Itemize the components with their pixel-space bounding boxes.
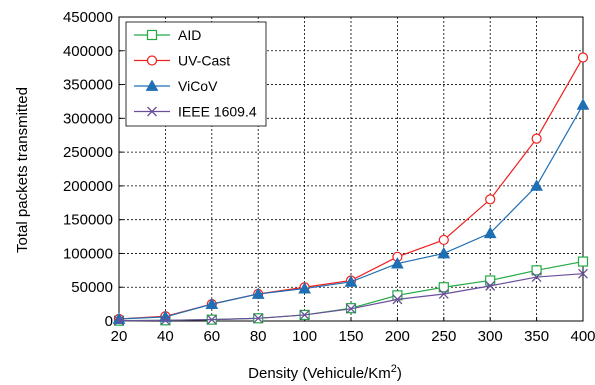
y-tick-label: 100000 bbox=[63, 245, 113, 262]
data-point-ieee-1609-4 bbox=[114, 315, 124, 326]
data-point-vicov bbox=[344, 275, 358, 287]
data-point-ieee-1609-4 bbox=[253, 313, 264, 324]
data-point-ieee-1609-4 bbox=[578, 268, 588, 279]
data-point-ieee-1609-4 bbox=[346, 303, 356, 314]
data-point-aid bbox=[438, 282, 449, 293]
data-point-vicov bbox=[298, 282, 311, 294]
x-tick-label: 80 bbox=[250, 328, 267, 345]
data-point-ieee-1609-4 bbox=[531, 272, 542, 283]
data-point-aid bbox=[577, 256, 589, 267]
legend-entry-uv-cast: UV-Cast bbox=[134, 53, 230, 69]
data-point-ieee-1609-4 bbox=[392, 294, 403, 305]
x-tick-label: 60 bbox=[203, 328, 220, 345]
data-point-vicov bbox=[437, 246, 451, 259]
y-tick-label: 200000 bbox=[63, 178, 113, 195]
x-tick-label: 20 bbox=[111, 328, 128, 345]
data-point-vicov bbox=[159, 310, 172, 322]
legend-entry-vicov: ViCoV bbox=[134, 78, 218, 94]
data-point-vicov bbox=[391, 257, 404, 269]
x-tick-label: 350 bbox=[524, 328, 549, 345]
legend-entry-ieee-1609-4: IEEE 1609.4 bbox=[134, 104, 257, 120]
x-tick-label: 400 bbox=[570, 328, 595, 345]
legend-swatch-marker bbox=[145, 79, 159, 91]
series-lines bbox=[112, 52, 590, 326]
legend-swatch-marker bbox=[147, 106, 157, 117]
data-point-vicov bbox=[251, 287, 265, 299]
x-tick-label: 150 bbox=[338, 328, 363, 345]
data-point-ieee-1609-4 bbox=[438, 289, 449, 299]
y-tick-label: 150000 bbox=[63, 212, 113, 229]
legend-entry-aid: AID bbox=[134, 27, 201, 43]
x-tick-label: 300 bbox=[478, 328, 503, 345]
legend-label: AID bbox=[178, 27, 201, 43]
x-axis-label: Density (Vehicule/Km2) bbox=[248, 363, 402, 382]
x-tick-label: 40 bbox=[157, 328, 174, 345]
y-tick-label: 50000 bbox=[71, 279, 113, 296]
y-tick-label: 250000 bbox=[63, 144, 113, 161]
y-tick-label: 0 bbox=[105, 313, 113, 330]
data-point-aid bbox=[531, 265, 542, 276]
legend-swatch-marker bbox=[146, 55, 158, 66]
series-vicov bbox=[112, 98, 590, 324]
data-point-ieee-1609-4 bbox=[299, 309, 310, 320]
y-tick-label: 300000 bbox=[63, 110, 113, 127]
legend-label: UV-Cast bbox=[178, 53, 230, 69]
x-tick-label: 200 bbox=[385, 328, 410, 345]
y-tick-label: 350000 bbox=[63, 77, 113, 94]
data-point-ieee-1609-4 bbox=[206, 314, 217, 325]
data-point-vicov bbox=[205, 297, 219, 310]
data-point-vicov bbox=[483, 226, 497, 239]
legend-swatch-marker bbox=[146, 29, 158, 41]
data-point-uv-cast bbox=[577, 52, 589, 63]
y-tick-label: 450000 bbox=[63, 9, 113, 26]
x-tick-label: 250 bbox=[431, 328, 456, 345]
data-point-vicov bbox=[530, 179, 543, 191]
series-ieee-1609-4 bbox=[114, 268, 588, 326]
y-axis-label: Total packets transmitted bbox=[14, 87, 31, 253]
data-point-vicov bbox=[576, 98, 590, 110]
data-point-uv-cast bbox=[485, 194, 496, 205]
x-tick-label: 100 bbox=[292, 328, 317, 345]
legend-label: IEEE 1609.4 bbox=[178, 104, 257, 120]
data-point-uv-cast bbox=[438, 234, 449, 246]
x-axis-label-superscript: 2 bbox=[391, 363, 397, 375]
x-axis-label-close: ) bbox=[397, 365, 402, 382]
y-tick-label: 400000 bbox=[63, 43, 113, 60]
legend-label: ViCoV bbox=[178, 78, 218, 94]
axis-ticks: 0 50000 100000 150000 200000 250000 300000 3500… bbox=[63, 9, 595, 345]
legend: AID UV-Cast ViCoV IEEE 1609.4 bbox=[125, 21, 267, 127]
data-point-ieee-1609-4 bbox=[485, 280, 496, 291]
data-point-ieee-1609-4 bbox=[160, 315, 171, 326]
data-point-uv-cast bbox=[531, 133, 542, 144]
